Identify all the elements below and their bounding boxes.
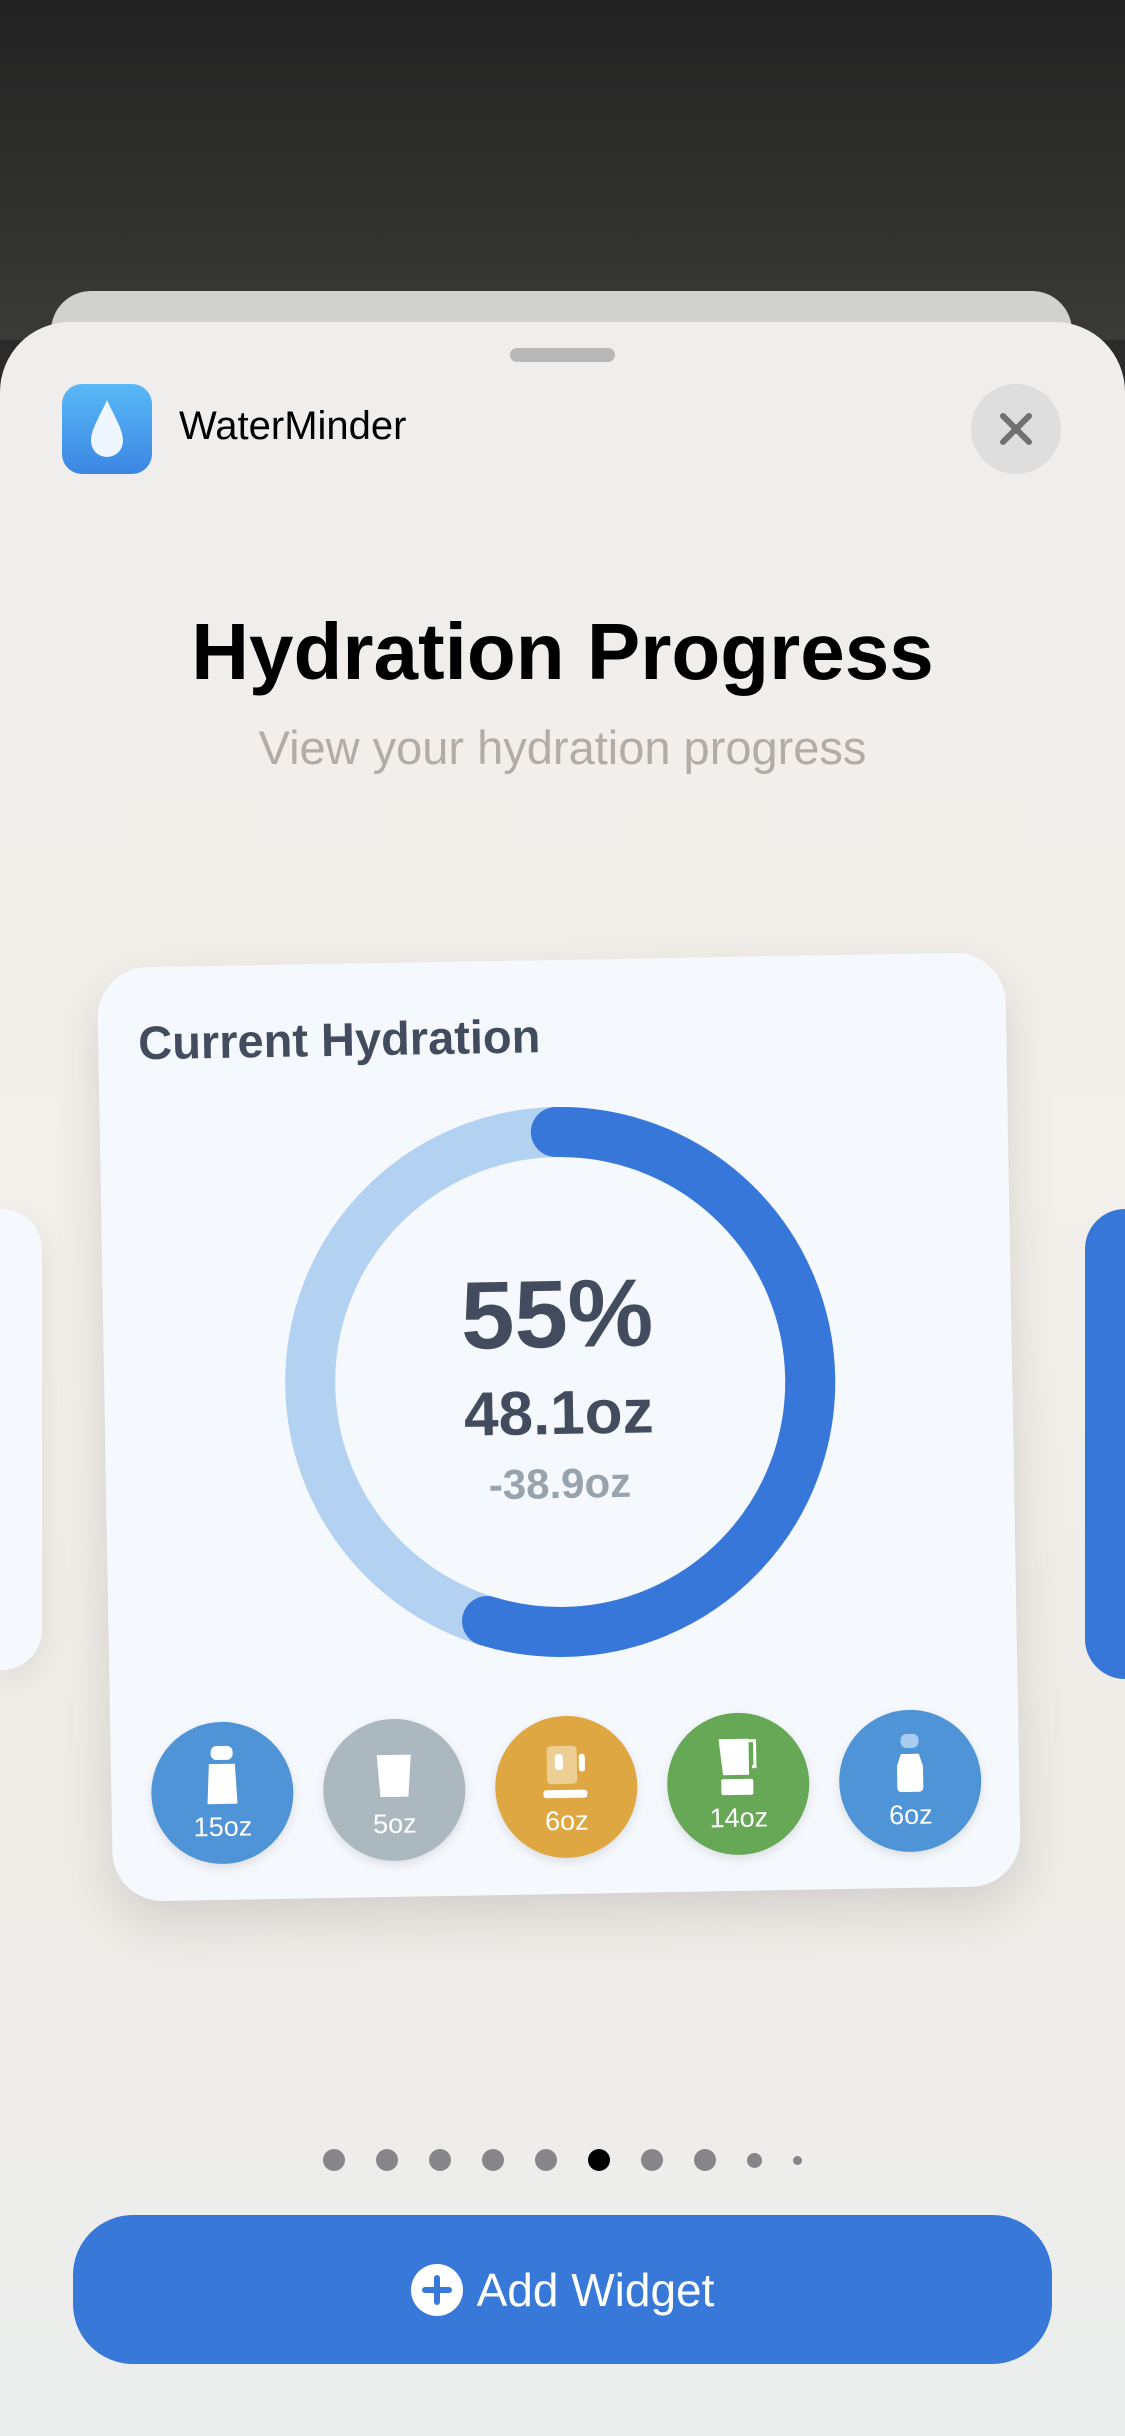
page-dot[interactable]	[694, 2149, 716, 2171]
previous-widget-preview[interactable]	[0, 1209, 42, 1670]
page-dot[interactable]	[747, 2152, 762, 2168]
drink-label: 5oz	[372, 1808, 417, 1840]
next-widget-preview[interactable]	[1085, 1209, 1125, 1679]
page-dot[interactable]	[323, 2149, 345, 2171]
drink-button-cup[interactable]: 5oz	[322, 1717, 467, 1863]
tea-mug-icon	[543, 1745, 588, 1799]
page-indicator[interactable]	[0, 2149, 1125, 2171]
sheet-grabber[interactable]	[510, 348, 615, 362]
close-button[interactable]	[971, 384, 1061, 474]
close-icon	[1000, 413, 1032, 445]
drink-button-tea[interactable]: 6oz	[494, 1714, 639, 1860]
drink-button-blender[interactable]: 14oz	[666, 1711, 811, 1857]
drink-button-shaker[interactable]: 15oz	[150, 1720, 295, 1866]
page-dot[interactable]	[588, 2149, 610, 2171]
drink-label: 15oz	[193, 1811, 253, 1843]
shaker-bottle-icon	[207, 1745, 238, 1805]
progress-ring	[285, 1106, 836, 1657]
progress-percent: 55%	[460, 1259, 655, 1370]
add-widget-label: Add Widget	[476, 2263, 715, 2316]
wallpaper-background	[0, 0, 1125, 340]
page-title: Hydration Progress	[191, 607, 934, 696]
add-widget-button[interactable]: Add Widget	[73, 2215, 1052, 2364]
plus-circle-icon	[410, 2263, 463, 2316]
drink-button-bottle[interactable]: 6oz	[838, 1708, 983, 1854]
quick-add-drinks: 15oz 5oz 6oz 14oz 6oz	[150, 1708, 983, 1866]
consumed-amount: 48.1oz	[463, 1377, 655, 1450]
page-dot[interactable]	[641, 2149, 663, 2171]
hydration-widget-preview[interactable]: Current Hydration 55% 48.1oz -38.9oz 15o…	[96, 952, 1022, 1902]
water-drop-icon	[62, 384, 152, 474]
page-subtitle: View your hydration progress	[258, 721, 867, 774]
page-dot[interactable]	[376, 2149, 398, 2171]
drink-label: 14oz	[709, 1802, 769, 1834]
drink-label: 6oz	[888, 1799, 933, 1831]
page-dot[interactable]	[429, 2149, 451, 2171]
page-dot[interactable]	[535, 2149, 557, 2171]
app-name: WaterMinder	[179, 404, 407, 448]
page-dot[interactable]	[793, 2155, 802, 2165]
drink-label: 6oz	[544, 1805, 589, 1837]
blender-icon	[718, 1738, 757, 1796]
cup-icon	[376, 1754, 411, 1798]
baby-bottle-icon	[896, 1733, 924, 1793]
remaining-amount: -38.9oz	[488, 1458, 632, 1509]
page-dot[interactable]	[482, 2149, 504, 2171]
widget-title: Current Hydration	[137, 1009, 541, 1070]
progress-arc	[285, 1106, 836, 1657]
